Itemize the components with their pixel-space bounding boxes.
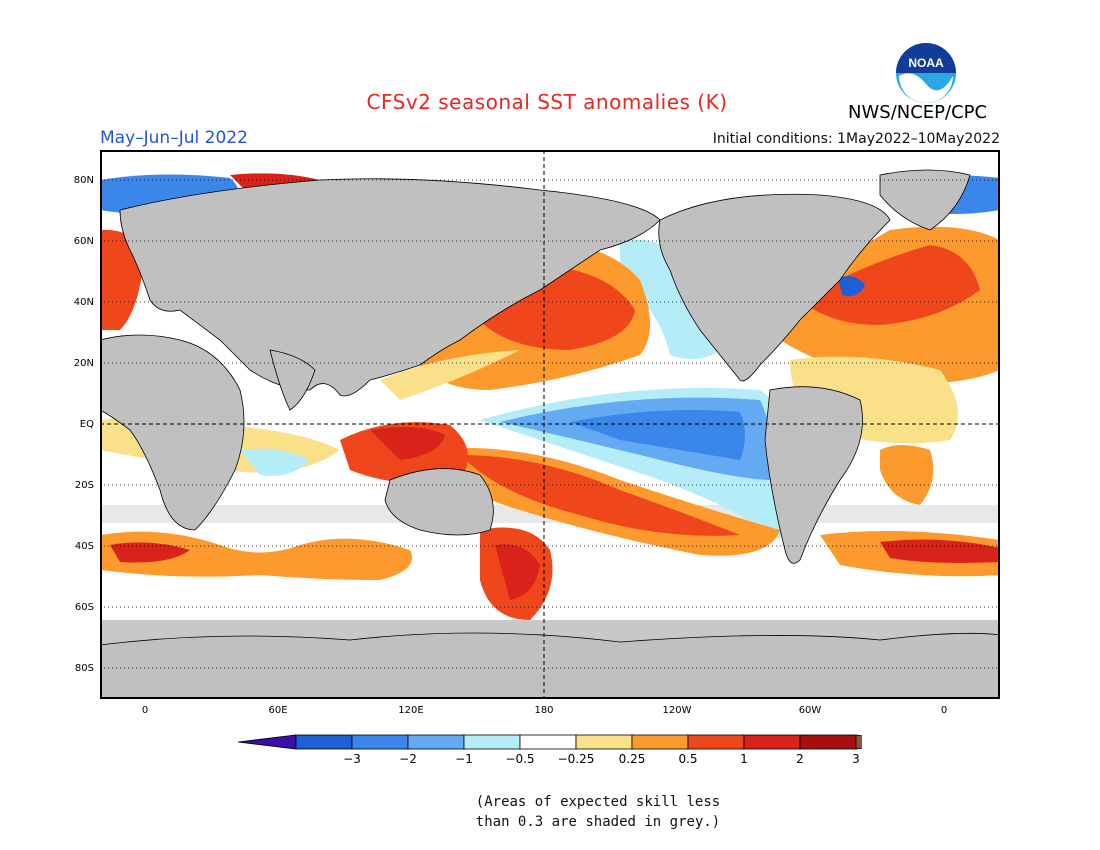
colorbar-label: 3 [852,752,860,766]
s-atlantic-warm [880,445,934,505]
pacific-cold-core [570,409,745,460]
colorbar-arrow-low [238,734,297,750]
tasman-warm-core [495,544,540,600]
colorbar-swatch [687,734,745,750]
land-africa [100,334,245,531]
maritime-warm-core [370,426,445,460]
land-eurasia [119,178,661,397]
noaa-logo-icon: NOAA [896,43,956,103]
colorbar-label: 2 [796,752,804,766]
lat-label: 80N [73,175,94,186]
logo-text: NOAA [908,56,944,70]
initial-conditions: Initial conditions: 1May2022–10May2022 [712,131,1000,147]
southern-warm-atlantic-core [880,539,1000,563]
indian-ocean-cool [240,448,310,476]
skill-note-line2: than 0.3 are shaded in grey.) [475,814,721,830]
south-pacific-warm [460,455,740,536]
map-frame [100,150,1000,699]
north-pacific-warm-band [380,350,520,400]
colorbar-swatch [743,734,801,750]
lat-label: EQ [79,419,94,430]
land-india [269,349,316,411]
lat-label: 20N [73,358,94,369]
lon-label: 0 [940,705,948,716]
colorbar-label: −0.5 [505,752,535,766]
southern-warm-indian-core [110,542,190,563]
colorbar-swatch [295,734,353,750]
lat-label: 20S [74,480,94,491]
colorbar-swatch [351,734,409,750]
sst-anomaly-map [100,150,1000,699]
agency-label: NWS/NCEP/CPC [848,102,988,123]
colorbar-label: −2 [399,752,417,766]
colorbar-swatch [631,734,689,750]
colorbar-label: 0.5 [678,752,698,766]
lat-label: 60S [74,602,94,613]
n-atlantic-cold-spot [838,276,865,297]
lon-label: 0 [141,705,149,716]
lon-label: 180 [534,705,554,716]
colorbar [238,734,862,750]
lon-label: 120W [662,705,692,716]
lat-label: 40S [74,541,94,552]
lon-label: 60W [798,705,822,716]
colorbar-swatch [519,734,577,750]
skill-note-line1: (Areas of expected skill less [475,794,721,810]
chart-title: CFSv2 seasonal SST anomalies (K) [366,90,728,114]
colorbar-label: −1 [455,752,473,766]
land-greenland [879,169,971,231]
colorbar-label: −0.25 [557,752,595,766]
skill-note: (Areas of expected skill less than 0.3 a… [0,792,1100,832]
southern-warm-indian [100,531,412,580]
lat-label: 60N [73,236,94,247]
colorbar-label: −3 [343,752,361,766]
colorbar-label: 0.25 [618,752,646,766]
land-south-america [764,386,863,564]
ne-pacific-cold [620,239,720,359]
land-antarctica [100,632,1000,699]
colorbar-arrow-high [855,734,862,750]
lon-label: 120E [398,705,424,716]
colorbar-swatch [575,734,633,750]
forecast-period: May–Jun–Jul 2022 [100,128,248,148]
colorbar-label: 1 [740,752,748,766]
lat-label: 40N [73,297,94,308]
colorbar-swatch [407,734,465,750]
colorbar-swatch [799,734,857,750]
colorbar-swatch [463,734,521,750]
lon-label: 60E [268,705,288,716]
lat-label: 80S [74,663,94,674]
north-atlantic-warm [800,245,980,325]
